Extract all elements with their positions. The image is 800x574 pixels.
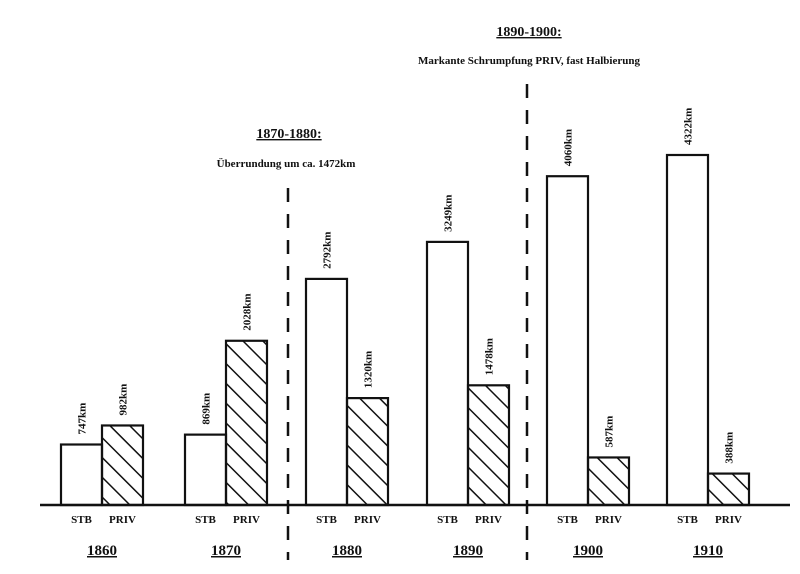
annotation-2-heading: 1890-1900: <box>496 25 561 40</box>
bar-stb-1890 <box>425 240 470 507</box>
series-label-priv: PRIV <box>233 514 260 526</box>
bar-priv-1910 <box>706 472 751 507</box>
series-label-stb: STB <box>557 514 578 526</box>
value-label-stb-1870: 869km <box>201 393 213 425</box>
value-label-stb-1860: 747km <box>77 403 89 435</box>
annotation-2-text: Markante Schrumpfung PRIV, fast Halbieru… <box>418 55 640 67</box>
series-label-priv: PRIV <box>715 514 742 526</box>
value-label-stb-1910: 4322km <box>683 108 695 145</box>
bar-priv-1870 <box>224 339 269 507</box>
series-label-priv: PRIV <box>354 514 381 526</box>
value-label-priv-1870: 2028km <box>242 293 254 330</box>
bar-stb-1880 <box>304 277 349 507</box>
value-label-stb-1890: 3249km <box>443 195 455 232</box>
value-label-priv-1890: 1478km <box>484 338 496 375</box>
category-label-1880: 1880 <box>332 543 362 559</box>
series-label-stb: STB <box>195 514 216 526</box>
category-label-1860: 1860 <box>87 543 117 559</box>
value-label-stb-1900: 4060km <box>563 129 575 166</box>
series-label-stb: STB <box>437 514 458 526</box>
bar-priv-1880 <box>345 397 390 507</box>
bar-priv-1900 <box>586 456 631 507</box>
bar-priv-1890 <box>466 384 511 507</box>
category-label-1900: 1900 <box>573 543 603 559</box>
bar-stb-1860 <box>59 443 104 507</box>
series-label-priv: PRIV <box>109 514 136 526</box>
bar-stb-1910 <box>665 153 710 507</box>
category-label-1870: 1870 <box>211 543 241 559</box>
series-label-stb: STB <box>677 514 698 526</box>
value-label-priv-1860: 982km <box>118 384 130 416</box>
category-label-1910: 1910 <box>693 543 723 559</box>
annotation-1-text: Überrundung um ca. 1472km <box>217 157 356 170</box>
category-label-1890: 1890 <box>453 543 483 559</box>
value-label-priv-1900: 587km <box>604 416 616 448</box>
value-label-priv-1910: 388km <box>724 432 736 464</box>
bar-priv-1860 <box>100 424 145 507</box>
series-label-priv: PRIV <box>475 514 502 526</box>
value-label-stb-1880: 2792km <box>322 232 334 269</box>
series-label-stb: STB <box>71 514 92 526</box>
bar-stb-1900 <box>545 175 590 507</box>
annotation-1-heading: 1870-1880: <box>256 127 321 142</box>
value-label-priv-1880: 1320km <box>363 351 375 388</box>
series-label-stb: STB <box>316 514 337 526</box>
bar-stb-1870 <box>183 433 228 507</box>
series-label-priv: PRIV <box>595 514 622 526</box>
